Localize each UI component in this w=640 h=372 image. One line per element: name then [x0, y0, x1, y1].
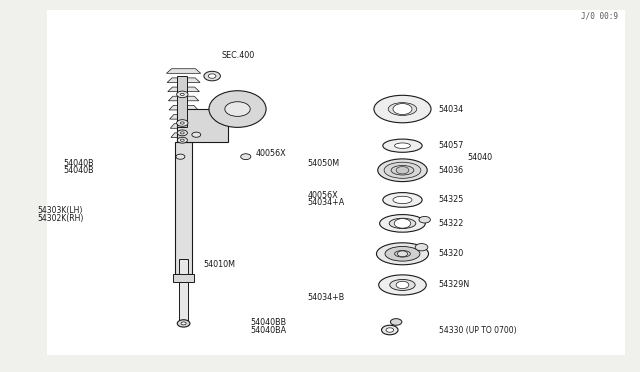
Circle shape: [397, 251, 408, 257]
Text: 54302K(RH): 54302K(RH): [38, 214, 84, 223]
Ellipse shape: [394, 250, 410, 257]
Ellipse shape: [379, 275, 426, 295]
Text: 54034+B: 54034+B: [307, 293, 344, 302]
Circle shape: [192, 132, 201, 137]
Circle shape: [390, 319, 402, 325]
Text: 54322: 54322: [438, 219, 464, 228]
Circle shape: [396, 167, 409, 174]
Circle shape: [180, 132, 184, 134]
Text: 40056X: 40056X: [307, 191, 338, 200]
Polygon shape: [167, 78, 200, 83]
Text: 54057: 54057: [438, 141, 464, 150]
Circle shape: [419, 217, 430, 223]
Ellipse shape: [376, 243, 429, 265]
Circle shape: [180, 122, 184, 124]
Text: 40056X: 40056X: [255, 148, 286, 157]
Ellipse shape: [385, 247, 420, 261]
Circle shape: [225, 102, 250, 116]
Circle shape: [386, 328, 394, 332]
Polygon shape: [170, 115, 198, 119]
Circle shape: [181, 322, 186, 325]
Circle shape: [177, 130, 188, 136]
Circle shape: [177, 120, 188, 126]
Text: 54010M: 54010M: [204, 260, 236, 269]
Text: 54040B: 54040B: [63, 166, 93, 175]
Circle shape: [204, 71, 220, 81]
Text: 54036: 54036: [438, 166, 464, 175]
Circle shape: [415, 244, 428, 251]
Text: 54040BB: 54040BB: [250, 318, 286, 327]
Ellipse shape: [389, 218, 416, 228]
Circle shape: [180, 139, 184, 141]
Bar: [177, 109, 228, 142]
Text: 54040: 54040: [468, 153, 493, 162]
Ellipse shape: [378, 159, 428, 182]
Circle shape: [177, 91, 188, 98]
Bar: [173, 274, 195, 282]
Circle shape: [177, 320, 190, 327]
Ellipse shape: [374, 95, 431, 123]
Ellipse shape: [384, 162, 421, 178]
Circle shape: [176, 154, 185, 159]
Ellipse shape: [388, 103, 417, 115]
Circle shape: [180, 93, 184, 96]
Circle shape: [209, 74, 216, 78]
Bar: [177, 76, 188, 127]
Text: 54329N: 54329N: [438, 280, 470, 289]
Ellipse shape: [209, 91, 266, 127]
Circle shape: [241, 154, 251, 160]
Bar: [179, 259, 188, 325]
Circle shape: [394, 219, 411, 228]
Text: 54040B: 54040B: [63, 159, 93, 168]
Text: 54303K(LH): 54303K(LH): [38, 206, 83, 215]
Text: J/0 00:9: J/0 00:9: [581, 11, 618, 20]
Polygon shape: [171, 133, 196, 137]
Ellipse shape: [380, 215, 426, 232]
Polygon shape: [166, 69, 201, 73]
Ellipse shape: [383, 193, 422, 207]
Ellipse shape: [391, 166, 414, 175]
Bar: [175, 142, 192, 274]
Text: SEC.400: SEC.400: [221, 51, 255, 60]
Text: 54034: 54034: [438, 105, 464, 113]
Ellipse shape: [394, 143, 410, 148]
Text: 54034+A: 54034+A: [307, 198, 344, 207]
Polygon shape: [168, 96, 199, 101]
Text: 54320: 54320: [438, 249, 464, 258]
Text: 54325: 54325: [438, 195, 464, 205]
Text: 54050M: 54050M: [307, 159, 339, 168]
Ellipse shape: [393, 196, 412, 203]
Circle shape: [381, 325, 398, 335]
Polygon shape: [169, 105, 198, 110]
Ellipse shape: [383, 139, 422, 152]
Circle shape: [396, 281, 409, 289]
Ellipse shape: [390, 279, 415, 291]
Polygon shape: [170, 124, 197, 128]
Text: 54330 (UP TO 0700): 54330 (UP TO 0700): [438, 326, 516, 335]
Polygon shape: [168, 87, 200, 92]
Text: 54040BA: 54040BA: [250, 326, 286, 334]
Circle shape: [177, 137, 188, 143]
Circle shape: [393, 103, 412, 115]
